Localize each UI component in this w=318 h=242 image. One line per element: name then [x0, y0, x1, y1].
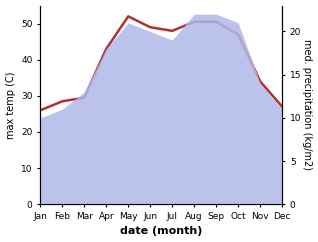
X-axis label: date (month): date (month) [120, 227, 203, 236]
Y-axis label: max temp (C): max temp (C) [5, 71, 16, 139]
Y-axis label: med. precipitation (kg/m2): med. precipitation (kg/m2) [302, 39, 313, 170]
